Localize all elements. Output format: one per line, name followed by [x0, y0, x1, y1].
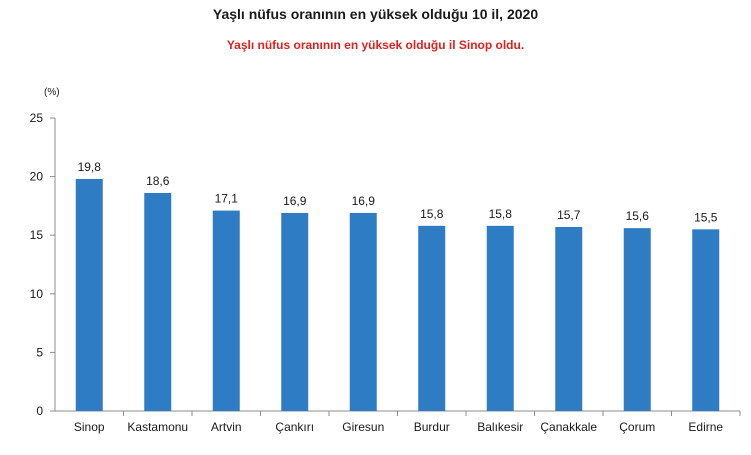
category-labels: Sinop Kastamonu Artvin Çankırı Giresun Burdur… [74, 411, 741, 434]
y-tick-label: 10 [30, 287, 44, 301]
value-labels: 19,8 18,6 17,1 16,9 16,9 15,8 15,8 15,7 15,6 15,5 [78, 160, 718, 224]
bar [623, 228, 651, 411]
bar [692, 229, 720, 411]
bar-value-label: 16,9 [352, 194, 376, 208]
y-tick-label: 0 [36, 404, 43, 418]
category-label: Sinop [74, 420, 105, 434]
bar [349, 212, 377, 411]
bars [75, 178, 720, 411]
bar [418, 225, 446, 411]
category-label: Burdur [414, 420, 450, 434]
y-tick-label: 20 [30, 170, 44, 184]
category-label: Giresun [342, 420, 384, 434]
bar-value-label: 15,5 [694, 210, 718, 224]
category-label: Çankırı [275, 420, 314, 434]
category-label: Kastamonu [127, 420, 188, 434]
y-tick-label: 25 [30, 111, 44, 125]
bar [75, 178, 103, 411]
bar-value-label: 17,1 [215, 192, 239, 206]
category-label: Çanakkale [540, 420, 597, 434]
bar-value-label: 15,6 [626, 209, 650, 223]
bar [212, 210, 240, 411]
bar-value-label: 19,8 [78, 160, 102, 174]
y-axis-unit-label: (%) [44, 87, 60, 98]
category-label: Artvin [211, 420, 242, 434]
bar-value-label: 15,8 [489, 207, 513, 221]
bar-value-label: 16,9 [283, 194, 307, 208]
category-label: Balıkesir [477, 420, 523, 434]
bar-value-label: 15,8 [420, 207, 444, 221]
y-tick-label: 15 [30, 228, 44, 242]
bar [144, 193, 172, 411]
category-label: Edirne [688, 420, 723, 434]
bar [555, 226, 583, 411]
bar [281, 212, 309, 411]
bar-value-label: 18,6 [146, 174, 170, 188]
chart-title: Yaşlı nüfus oranının en yüksek olduğu 10… [212, 6, 539, 22]
chart-subtitle: Yaşlı nüfus oranının en yüksek olduğu il… [226, 38, 525, 52]
y-axis-ticks: 0 5 10 15 20 25 [30, 111, 55, 418]
bar [486, 225, 514, 411]
bar-value-label: 15,7 [557, 208, 581, 222]
category-label: Çorum [619, 420, 655, 434]
y-tick-label: 5 [36, 345, 43, 359]
